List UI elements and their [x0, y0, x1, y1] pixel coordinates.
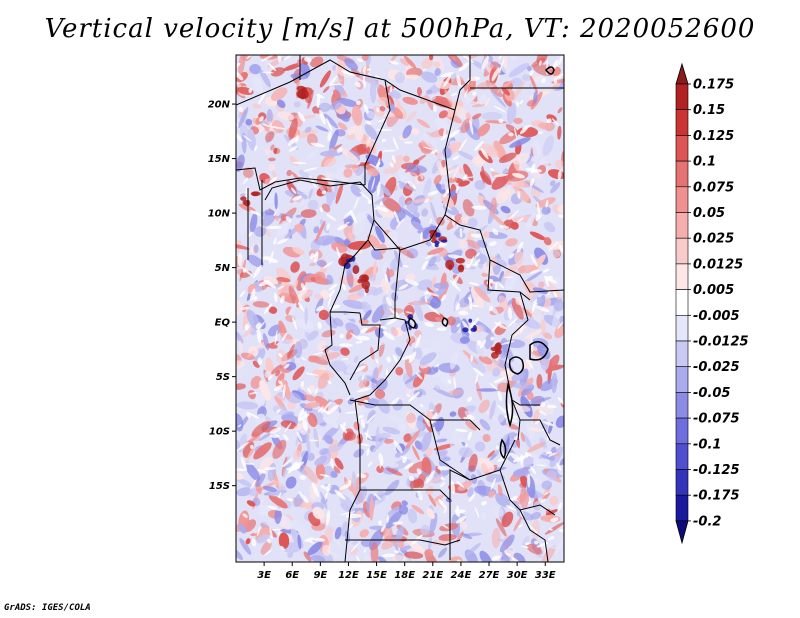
colorbar-swatch	[675, 263, 689, 290]
colorbar-label: 0.005	[693, 283, 734, 298]
map-frame	[235, 54, 565, 563]
lon-label: 27E	[479, 570, 500, 581]
colorbar-label: 0.075	[693, 180, 734, 195]
colorbar-swatch	[675, 83, 689, 111]
lat-label: 15N	[208, 154, 231, 165]
lat-label: 15S	[209, 481, 230, 492]
colorbar-swatch	[675, 340, 689, 368]
lon-label: 30E	[507, 570, 528, 581]
colorbar-label: -0.1	[693, 437, 721, 452]
lakes	[407, 66, 555, 460]
map-title: Vertical velocity [m/s] at 500hPa, VT: 2…	[44, 14, 756, 44]
longitude-axis: 3E 6E 9E 12E 15E 18E 21E 24E 27E 30E 33E	[257, 562, 556, 581]
colorbar-bottom-arrow	[675, 520, 689, 545]
country-borders	[236, 55, 564, 562]
lon-label: 21E	[422, 570, 443, 581]
colorbar-label: 0.15	[693, 103, 725, 118]
lon-label: 6E	[285, 570, 299, 581]
colorbar-label: -0.175	[693, 489, 740, 504]
lat-label: EQ	[215, 318, 231, 329]
colorbar-swatch	[675, 160, 689, 188]
colorbar-label: 0.125	[693, 129, 734, 144]
colorbar-swatch	[675, 494, 689, 522]
colorbar-swatch	[675, 366, 689, 393]
velocity-field	[236, 55, 564, 562]
colorbar-label: -0.2	[693, 514, 721, 529]
lat-label: 5S	[216, 372, 230, 383]
colorbar-label: 0.175	[693, 78, 734, 93]
lon-label: 9E	[313, 570, 327, 581]
lat-label: 10N	[208, 209, 231, 220]
colorbar-label: 0.1	[693, 155, 716, 170]
colorbar-label: -0.025	[693, 360, 740, 375]
lat-label: 20N	[208, 100, 231, 111]
latitude-axis: 20N 15N 10N 5N EQ 5S 10S 15S	[208, 100, 236, 492]
colorbar-label: 0.0125	[693, 257, 743, 272]
lon-label: 15E	[366, 570, 387, 581]
colorbar-swatch	[675, 109, 689, 136]
colorbar-swatch	[675, 237, 689, 265]
lat-label: 5N	[215, 263, 231, 274]
colorbar-label: 0.025	[693, 232, 734, 247]
lon-label: 24E	[451, 570, 472, 581]
colorbar-swatch	[675, 135, 689, 162]
colorbar-label: -0.05	[693, 386, 730, 401]
colorbar-swatch	[675, 417, 689, 445]
lon-label: 3E	[257, 570, 271, 581]
colorbar-label: -0.125	[693, 463, 740, 478]
lon-label: 33E	[535, 570, 556, 581]
colorbar-swatch	[675, 469, 689, 496]
lon-label: 18E	[394, 570, 415, 581]
lat-label: 10S	[209, 427, 230, 438]
colorbar-label: -0.005	[693, 309, 740, 324]
colorbar-label: -0.075	[693, 412, 740, 427]
colorbar-top-arrow	[675, 62, 689, 85]
colorbar-swatch	[675, 289, 689, 316]
colorbar-label: 0.05	[693, 206, 725, 221]
colorbar-label: -0.0125	[693, 335, 749, 350]
credit-label: GrADS: IGES/COLA	[4, 603, 91, 613]
colorbar-swatch	[675, 392, 689, 419]
colorbar-swatch	[675, 212, 689, 239]
colorbar-swatch	[675, 186, 689, 213]
colorbar: 0.175 0.15 0.125 0.1 0.075 0.05 0.025 0.0125 0.0…	[675, 62, 749, 545]
colorbar-swatch	[675, 314, 689, 342]
lon-label: 12E	[338, 570, 359, 581]
colorbar-swatch	[675, 443, 689, 470]
